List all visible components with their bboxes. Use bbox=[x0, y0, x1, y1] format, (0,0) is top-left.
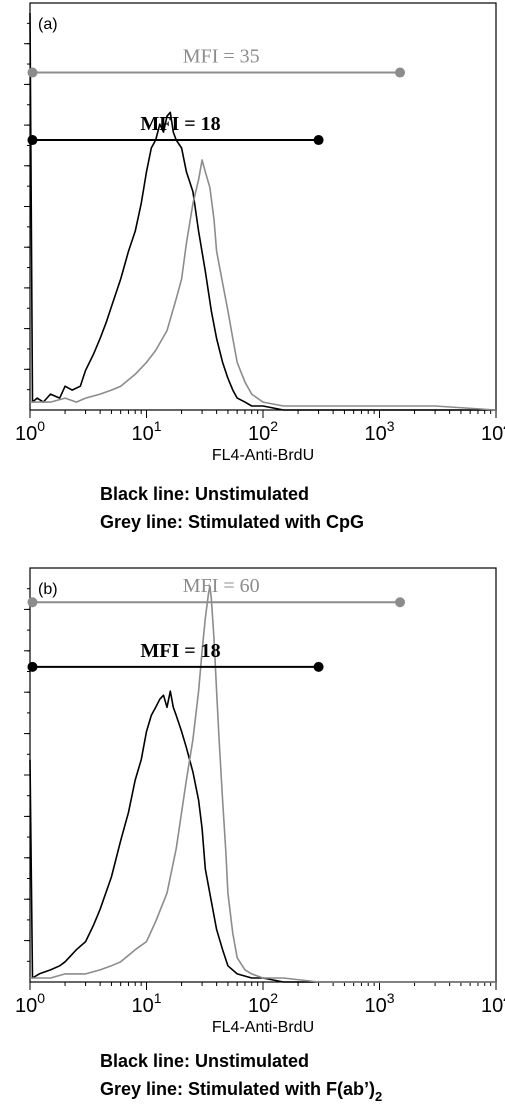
mfi-label-grey: MFI = 35 bbox=[183, 46, 260, 68]
caption-line-black: Black line: Unstimulated bbox=[100, 484, 309, 504]
gate-endpoint bbox=[313, 135, 324, 146]
x-tick-label: 102 bbox=[248, 418, 278, 445]
mfi-label-black: MFI = 18 bbox=[140, 640, 220, 662]
x-tick-label: 100 bbox=[15, 990, 45, 1017]
x-tick-label: 104 bbox=[481, 990, 505, 1017]
gate-endpoint bbox=[395, 67, 406, 78]
gate-endpoint bbox=[27, 661, 38, 672]
histogram-line-black bbox=[29, 690, 496, 983]
panel-a: 100 101 102 103 104 FL4-Anti-BrdU (a) MFI = 35 M… bbox=[15, 2, 505, 532]
plot-frame bbox=[29, 567, 497, 983]
x-axis-title: FL4-Anti-BrdU bbox=[212, 1019, 314, 1036]
histogram-line-grey bbox=[30, 159, 497, 411]
x-tick-label: 101 bbox=[131, 418, 161, 445]
gate-endpoint bbox=[27, 67, 38, 78]
panel-label: (a) bbox=[38, 16, 58, 33]
gate-endpoint bbox=[27, 597, 38, 608]
x-tick-label: 101 bbox=[131, 990, 161, 1017]
caption-line-black: Black line: Unstimulated bbox=[100, 1051, 309, 1071]
plot-frame bbox=[29, 2, 497, 411]
x-tick-label: 103 bbox=[364, 418, 394, 445]
gate-endpoint bbox=[27, 135, 38, 146]
mfi-label-grey: MFI = 60 bbox=[183, 575, 260, 597]
histogram-line-black bbox=[29, 12, 496, 411]
caption-line-grey: Grey line: Stimulated with CpG bbox=[100, 512, 364, 532]
x-tick-label: 103 bbox=[364, 990, 394, 1017]
x-axis-title: FL4-Anti-BrdU bbox=[212, 447, 314, 464]
mfi-label-black: MFI = 18 bbox=[140, 113, 220, 135]
gate-endpoint bbox=[313, 661, 324, 672]
x-tick-label: 104 bbox=[481, 418, 505, 445]
panel-b: 100 101 102 103 104 FL4-Anti-BrdU (b) MFI = 60 M… bbox=[15, 567, 505, 1104]
x-tick-label: 100 bbox=[15, 418, 45, 445]
panel-label: (b) bbox=[38, 581, 58, 598]
gate-endpoint bbox=[395, 597, 406, 608]
caption-line-grey: Grey line: Stimulated with F(ab’)2 bbox=[100, 1079, 382, 1104]
x-tick-label: 102 bbox=[248, 990, 278, 1017]
histogram-line-grey bbox=[30, 585, 496, 983]
